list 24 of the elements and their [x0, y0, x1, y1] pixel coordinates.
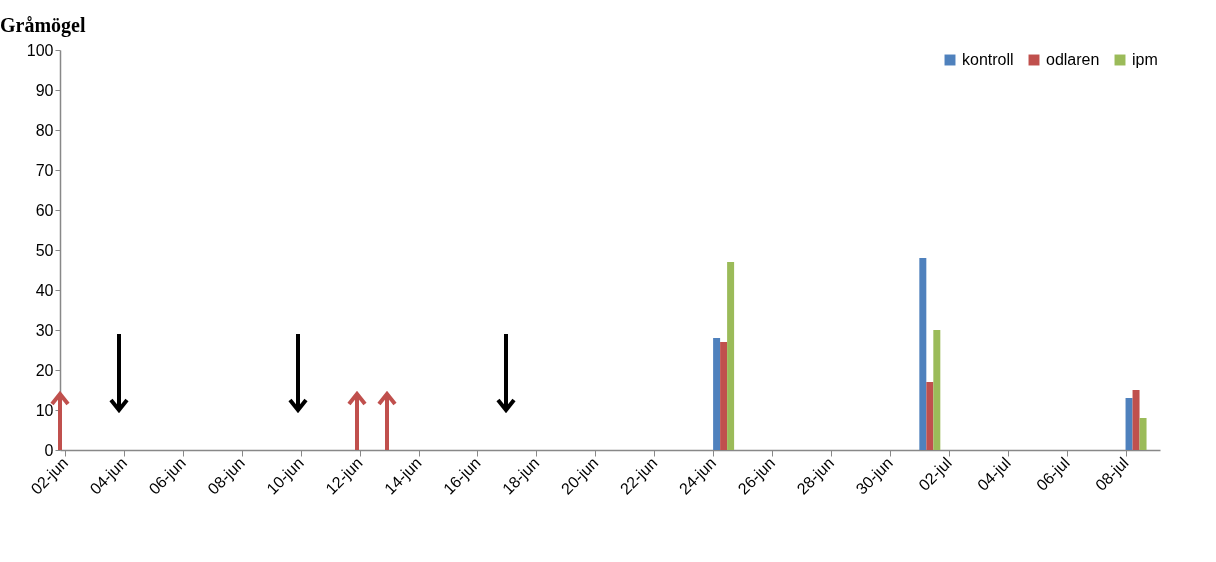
y-tick-label: 20	[35, 361, 54, 379]
bar	[1132, 390, 1140, 450]
bar	[720, 342, 728, 450]
y-tick-label: 30	[35, 321, 54, 339]
bar	[713, 338, 721, 450]
y-tick-label: 80	[35, 121, 54, 139]
y-tick-label: 0	[44, 441, 54, 459]
bar	[1125, 398, 1133, 450]
y-tick-label: 60	[35, 201, 54, 219]
legend-label: ipm	[1132, 51, 1158, 68]
bar	[933, 330, 941, 450]
bar	[727, 262, 735, 450]
y-tick-label: 10	[35, 401, 54, 419]
y-tick-label: 40	[35, 281, 54, 299]
legend-label: kontroll	[962, 51, 1014, 68]
y-tick-label: 70	[35, 161, 54, 179]
bar	[926, 382, 934, 450]
y-tick-label: 90	[35, 81, 54, 99]
y-tick-label: 100	[26, 41, 54, 59]
chart-title: Gråmögel	[0, 14, 86, 37]
legend-label: odlaren	[1046, 51, 1100, 68]
bar	[1139, 418, 1147, 450]
bar	[919, 258, 927, 450]
y-tick-label: 50	[35, 241, 54, 259]
